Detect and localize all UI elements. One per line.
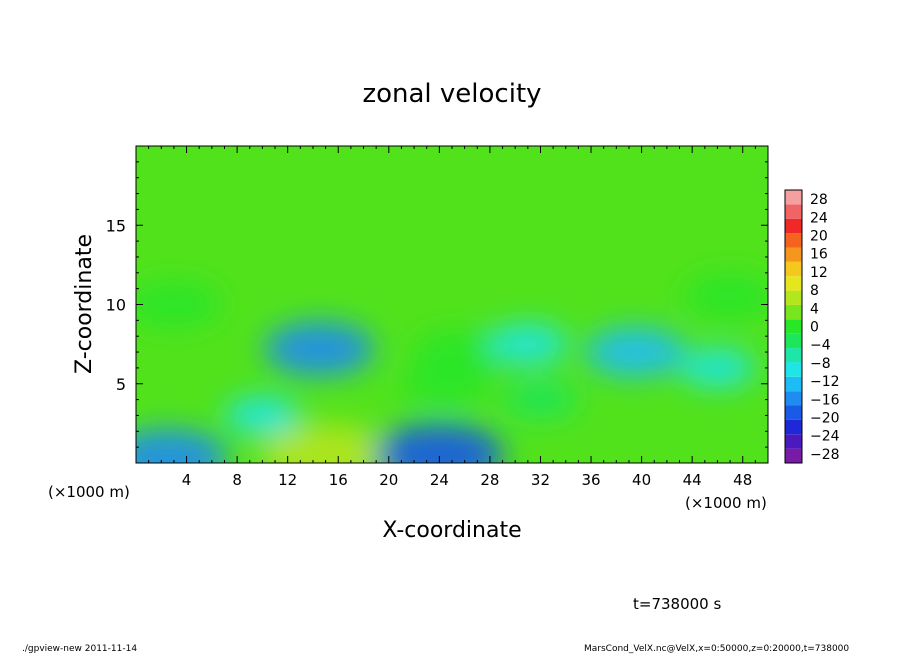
colorbar-swatch xyxy=(785,304,802,320)
heatmap-feature xyxy=(679,348,756,388)
colorbar-label: 4 xyxy=(810,301,819,317)
heatmap-feature xyxy=(400,360,491,407)
colorbar-label: 20 xyxy=(810,229,828,245)
y-axis-label: Z-coordinate xyxy=(72,234,97,374)
heatmap-feature xyxy=(502,380,579,420)
heatmap-feature xyxy=(374,423,504,463)
colorbar-swatch xyxy=(785,247,802,262)
x-tick-label: 12 xyxy=(278,471,297,489)
colorbar-label: −28 xyxy=(810,447,840,463)
footer-left: ./gpview-new 2011-11-14 xyxy=(22,644,137,654)
colorbar-swatch xyxy=(785,405,802,420)
colorbar-label: 24 xyxy=(810,210,828,226)
colorbar-label: −24 xyxy=(810,429,840,445)
colorbar-label: −8 xyxy=(810,356,831,372)
footer-right: MarsCond_VelX.nc@VelX,x=0:50000,z=0:2000… xyxy=(584,644,849,654)
x-unit-left: (×1000 m) xyxy=(48,483,130,501)
colorbar-label: −16 xyxy=(810,392,840,408)
colorbar-swatch xyxy=(785,419,802,435)
colorbar-swatch xyxy=(785,448,802,463)
colorbar-swatch xyxy=(785,276,802,291)
colorbar-label: 16 xyxy=(810,247,828,263)
y-tick-label: 5 xyxy=(116,375,126,394)
colorbar-label: −20 xyxy=(810,411,840,427)
x-tick-label: 24 xyxy=(430,471,449,489)
y-tick-label: 10 xyxy=(106,296,126,315)
colorbar-swatch xyxy=(785,261,802,277)
colorbar-swatch xyxy=(785,434,802,449)
heatmap-feature xyxy=(136,428,228,463)
x-unit-right: (×1000 m) xyxy=(685,494,767,512)
heatmap-feature xyxy=(136,280,222,329)
colorbar-label: −12 xyxy=(810,374,840,390)
x-tick-label: 28 xyxy=(480,471,499,489)
heatmap-feature xyxy=(487,323,569,365)
colorbar-label: 12 xyxy=(810,265,828,281)
colorbar-swatch xyxy=(785,333,802,349)
timestamp: t=738000 s xyxy=(633,595,721,613)
colorbar-swatch xyxy=(785,362,802,377)
y-axis: 5 10 15 xyxy=(106,161,768,448)
x-tick-label: 40 xyxy=(632,471,651,489)
heatmap-feature xyxy=(682,272,768,321)
colorbar-label: −4 xyxy=(810,338,831,354)
colorbar-swatch xyxy=(785,319,802,334)
x-tick-label: 32 xyxy=(531,471,550,489)
colorbar-frame xyxy=(784,189,803,464)
heatmap-field xyxy=(136,146,768,463)
colorbar-swatch xyxy=(785,376,802,392)
x-tick-label: 16 xyxy=(329,471,348,489)
colorbar-swatch xyxy=(785,190,802,205)
heatmap-feature xyxy=(264,321,375,377)
heatmap-feature xyxy=(585,327,686,378)
colorbar-swatch xyxy=(785,233,802,248)
chart-title: zonal velocity xyxy=(362,79,541,109)
x-tick-label: 20 xyxy=(379,471,398,489)
heatmap-feature xyxy=(261,423,390,463)
colorbar-swatch xyxy=(785,391,802,406)
colorbar-swatch xyxy=(785,204,802,219)
x-tick-label: 36 xyxy=(581,471,600,489)
colorbar-label: 28 xyxy=(810,192,828,208)
x-tick-label: 8 xyxy=(232,471,242,489)
colorbar-swatch xyxy=(785,348,802,363)
colorbar-label: 0 xyxy=(810,320,819,336)
x-tick-label: 44 xyxy=(683,471,702,489)
x-tick-label: 4 xyxy=(182,471,192,489)
x-axis-label: X-coordinate xyxy=(382,518,521,543)
colorbar: 28 24 20 16 12 8 4 0 −4 −8 −12 −16 −20 −24 −28 xyxy=(784,189,840,464)
x-axis: 4 8 12 16 20 24 28 32 36 40 44 48 xyxy=(148,146,756,489)
colorbar-swatch xyxy=(785,218,802,234)
y-tick-label: 15 xyxy=(106,216,126,235)
x-tick-label: 48 xyxy=(733,471,752,489)
colorbar-swatch xyxy=(785,290,802,305)
heatmap-feature xyxy=(224,395,301,435)
colorbar-label: 8 xyxy=(810,283,819,299)
